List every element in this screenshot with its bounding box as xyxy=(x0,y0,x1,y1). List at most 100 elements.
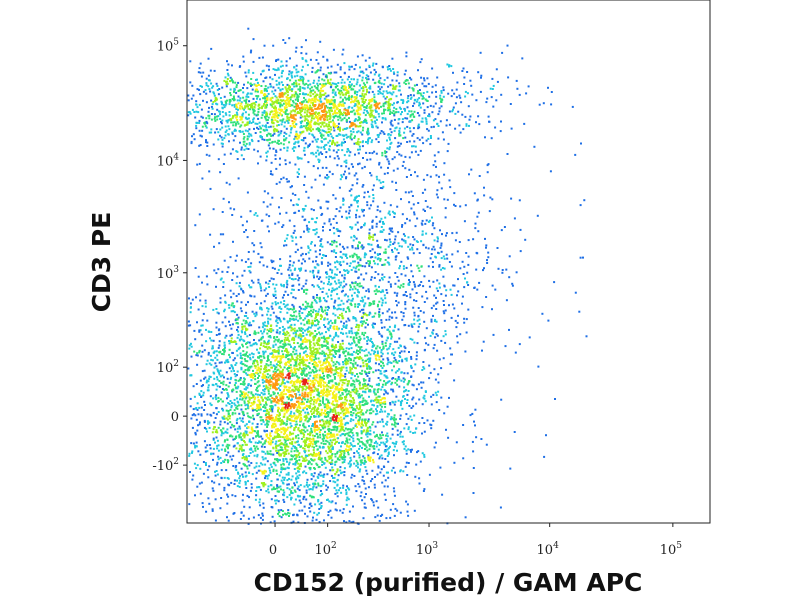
event-dot xyxy=(322,310,324,313)
event-dot xyxy=(284,376,287,379)
event-dot xyxy=(299,414,302,417)
event-dot xyxy=(386,455,389,457)
event-dot xyxy=(322,474,325,477)
event-dot xyxy=(265,418,268,421)
event-dot xyxy=(311,332,314,335)
event-dot xyxy=(265,403,268,406)
event-dot xyxy=(295,315,298,318)
event-dot xyxy=(361,422,363,425)
event-dot xyxy=(267,491,270,494)
event-dot xyxy=(269,463,272,466)
event-dot xyxy=(374,476,376,478)
event-dot xyxy=(287,445,290,448)
event-dot xyxy=(298,396,301,399)
event-dot xyxy=(260,360,263,363)
event-dot xyxy=(283,422,285,425)
event-dot xyxy=(224,450,227,452)
event-dot xyxy=(286,406,289,409)
event-dot xyxy=(352,338,355,341)
event-dot xyxy=(423,453,426,456)
event-dot xyxy=(342,433,345,435)
event-dot xyxy=(291,384,294,387)
event-dot xyxy=(421,403,424,406)
event-dot xyxy=(324,466,327,469)
event-dot xyxy=(378,519,381,522)
event-dot xyxy=(290,478,293,481)
event-dot xyxy=(304,282,307,285)
event-dot xyxy=(245,320,248,323)
event-dot xyxy=(226,358,229,361)
event-dot xyxy=(325,359,328,361)
event-dot xyxy=(289,358,292,361)
event-dot xyxy=(292,438,295,441)
event-dot xyxy=(266,386,269,389)
event-dot xyxy=(216,369,219,372)
event-dot xyxy=(246,374,249,376)
event-dot xyxy=(333,414,336,417)
event-dot xyxy=(296,467,299,470)
event-dot xyxy=(288,367,291,369)
event-dot xyxy=(338,350,341,353)
event-dot xyxy=(283,339,286,341)
event-dot xyxy=(236,313,239,316)
event-dot xyxy=(252,437,255,440)
event-dot xyxy=(287,473,290,476)
event-dot xyxy=(367,418,370,421)
event-dot xyxy=(188,297,190,300)
event-dot xyxy=(322,384,325,387)
event-dot xyxy=(232,359,235,362)
event-dot xyxy=(423,455,426,458)
event-dot xyxy=(304,300,307,303)
event-dot xyxy=(345,493,348,496)
event-dot xyxy=(306,481,308,484)
event-dot xyxy=(284,431,287,434)
event-dot xyxy=(302,397,305,400)
event-dot xyxy=(256,434,259,437)
event-dot xyxy=(254,378,257,381)
event-dot xyxy=(299,269,302,272)
event-dot xyxy=(401,358,404,361)
event-dot xyxy=(369,312,372,315)
event-dot xyxy=(432,419,435,422)
event-dot xyxy=(319,317,322,320)
event-dot xyxy=(382,441,385,444)
event-dot xyxy=(247,517,250,520)
event-dot xyxy=(273,520,276,523)
event-dot xyxy=(389,516,392,519)
event-dot xyxy=(266,328,269,331)
event-dot xyxy=(349,403,352,406)
event-dot xyxy=(331,289,333,292)
event-dot xyxy=(543,455,546,458)
event-dot xyxy=(222,281,225,284)
event-dot xyxy=(422,381,425,384)
event-dot xyxy=(258,352,261,354)
event-dot xyxy=(287,509,290,512)
event-dot xyxy=(244,424,247,427)
event-dot xyxy=(307,443,310,446)
event-dot xyxy=(356,373,358,375)
event-dot xyxy=(295,385,298,388)
event-dot xyxy=(219,301,222,304)
event-dot xyxy=(230,296,233,299)
event-dot xyxy=(335,429,338,432)
event-dot xyxy=(207,330,210,333)
event-dot xyxy=(344,411,347,414)
event-dot xyxy=(223,310,226,313)
event-dot xyxy=(342,414,345,417)
event-dot xyxy=(341,423,344,426)
event-dot xyxy=(421,295,424,298)
event-dot xyxy=(295,447,298,450)
event-dot xyxy=(333,239,336,242)
event-dot xyxy=(324,420,327,423)
event-dot xyxy=(222,432,225,435)
event-dot xyxy=(277,410,279,413)
event-dot xyxy=(370,367,373,370)
event-dot xyxy=(298,429,301,432)
event-dot xyxy=(323,392,325,394)
event-dot xyxy=(352,359,355,362)
event-dot xyxy=(333,435,336,438)
event-dot xyxy=(359,337,362,340)
event-dot xyxy=(272,329,275,332)
event-dot xyxy=(267,390,270,393)
